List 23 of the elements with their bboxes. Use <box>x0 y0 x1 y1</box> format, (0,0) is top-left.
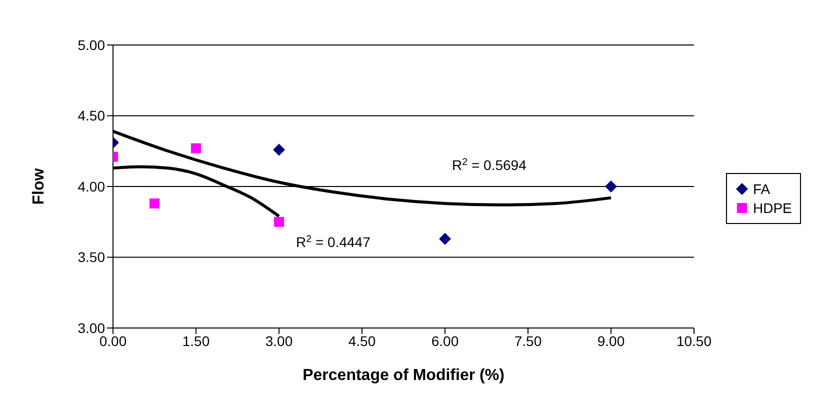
x-tick-label: 10.50 <box>676 332 712 349</box>
x-tick-label: 3.00 <box>265 332 293 349</box>
legend-label: HDPE <box>753 200 792 216</box>
x-tick-label: 7.50 <box>514 332 542 349</box>
x-tick-label: 9.00 <box>597 332 625 349</box>
point <box>273 144 285 156</box>
x-tick-label: 6.00 <box>431 332 459 349</box>
x-tick-label: 4.50 <box>348 332 376 349</box>
x-tick-label: 1.50 <box>182 332 210 349</box>
y-tick-label: 4.00 <box>78 178 106 194</box>
y-tick-label: 5.00 <box>78 36 106 53</box>
y-tick-label: 3.50 <box>78 249 106 266</box>
annotation: R$^{2}$ = 0.4447 <box>296 234 371 250</box>
y-tick-label: 4.50 <box>78 108 106 124</box>
point <box>191 143 201 154</box>
annotation: R$^{2}$ = 0.5694 <box>452 156 527 173</box>
point <box>605 180 617 192</box>
point <box>274 216 284 227</box>
x-axis-title: Percentage of Modifier (%) <box>302 367 504 384</box>
legend-label: FA <box>753 181 770 197</box>
point <box>439 232 451 245</box>
y-axis-title: Flow <box>30 168 48 205</box>
point <box>150 198 160 208</box>
